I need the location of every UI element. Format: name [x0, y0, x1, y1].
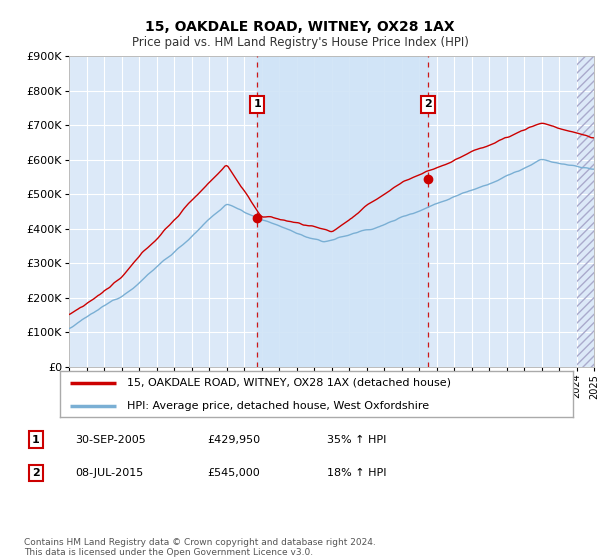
Text: 2: 2: [424, 99, 431, 109]
Bar: [577, 56, 594, 367]
Bar: [257, 56, 428, 367]
Bar: [577, 56, 594, 367]
Text: 35% ↑ HPI: 35% ↑ HPI: [327, 435, 386, 445]
Text: 30-SEP-2005: 30-SEP-2005: [75, 435, 146, 445]
Text: 1: 1: [253, 99, 261, 109]
Text: £429,950: £429,950: [207, 435, 260, 445]
Text: HPI: Average price, detached house, West Oxfordshire: HPI: Average price, detached house, West…: [127, 401, 429, 410]
Text: 1: 1: [32, 435, 40, 445]
Text: 15, OAKDALE ROAD, WITNEY, OX28 1AX: 15, OAKDALE ROAD, WITNEY, OX28 1AX: [145, 20, 455, 34]
Text: 2: 2: [32, 468, 40, 478]
Text: 18% ↑ HPI: 18% ↑ HPI: [327, 468, 386, 478]
Text: Contains HM Land Registry data © Crown copyright and database right 2024.
This d: Contains HM Land Registry data © Crown c…: [24, 538, 376, 557]
Text: £545,000: £545,000: [207, 468, 260, 478]
Text: 15, OAKDALE ROAD, WITNEY, OX28 1AX (detached house): 15, OAKDALE ROAD, WITNEY, OX28 1AX (deta…: [127, 378, 451, 388]
Text: Price paid vs. HM Land Registry's House Price Index (HPI): Price paid vs. HM Land Registry's House …: [131, 36, 469, 49]
Text: 08-JUL-2015: 08-JUL-2015: [75, 468, 143, 478]
